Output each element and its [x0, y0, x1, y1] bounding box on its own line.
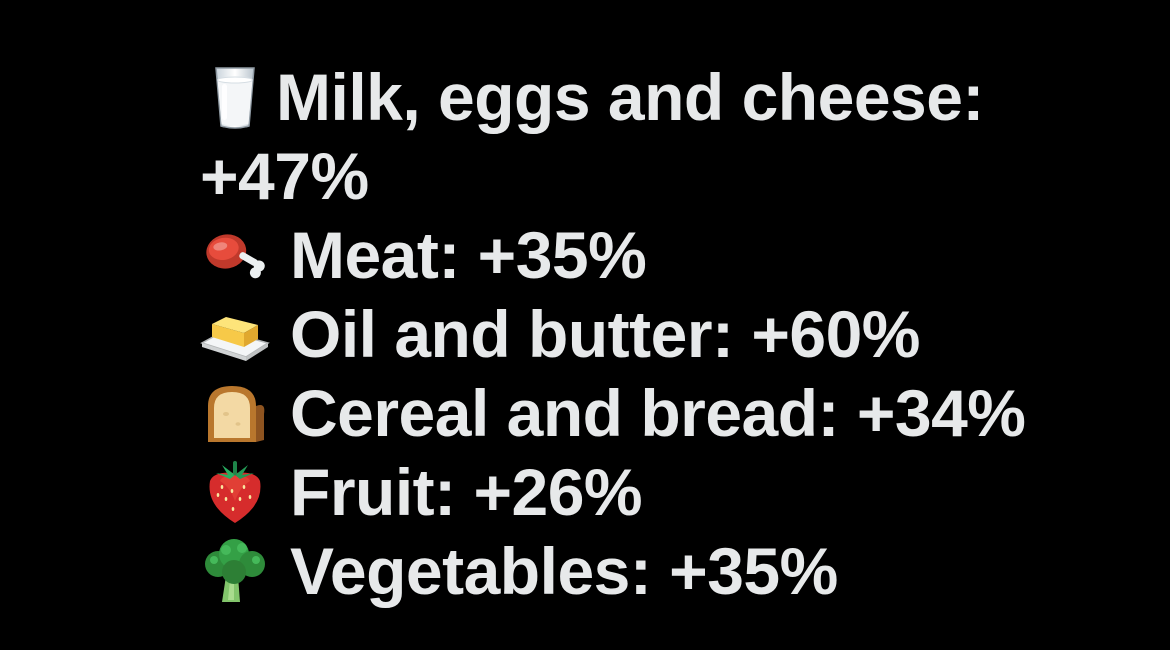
vegetables-label: Vegetables: +35%: [290, 534, 838, 608]
bread-icon: [200, 378, 270, 448]
list-item-meat: Meat: +35%: [200, 216, 1140, 295]
meat-label: Meat: +35%: [290, 218, 647, 292]
milk-label: Milk, eggs and cheese:: [276, 60, 984, 134]
list-item-butter: Oil and butter: +60%: [200, 295, 1140, 374]
butter-icon: [200, 299, 270, 369]
list-item-milk: Milk, eggs and cheese:: [200, 58, 1140, 137]
strawberry-icon: [200, 457, 270, 527]
milk-value: +47%: [200, 139, 369, 213]
broccoli-icon: [200, 536, 270, 606]
list-item-fruit: Fruit: +26%: [200, 453, 1140, 532]
list-item-milk-continuation: +47%: [200, 137, 1140, 216]
price-increase-list: Milk, eggs and cheese: +47% Meat: +35: [200, 58, 1140, 611]
list-item-vegetables: Vegetables: +35%: [200, 532, 1140, 611]
fruit-label: Fruit: +26%: [290, 455, 643, 529]
butter-label: Oil and butter: +60%: [290, 297, 920, 371]
list-item-bread: Cereal and bread: +34%: [200, 374, 1140, 453]
bread-label: Cereal and bread: +34%: [290, 376, 1026, 450]
meat-on-bone-icon: [200, 220, 270, 290]
milk-glass-icon: [200, 62, 270, 132]
